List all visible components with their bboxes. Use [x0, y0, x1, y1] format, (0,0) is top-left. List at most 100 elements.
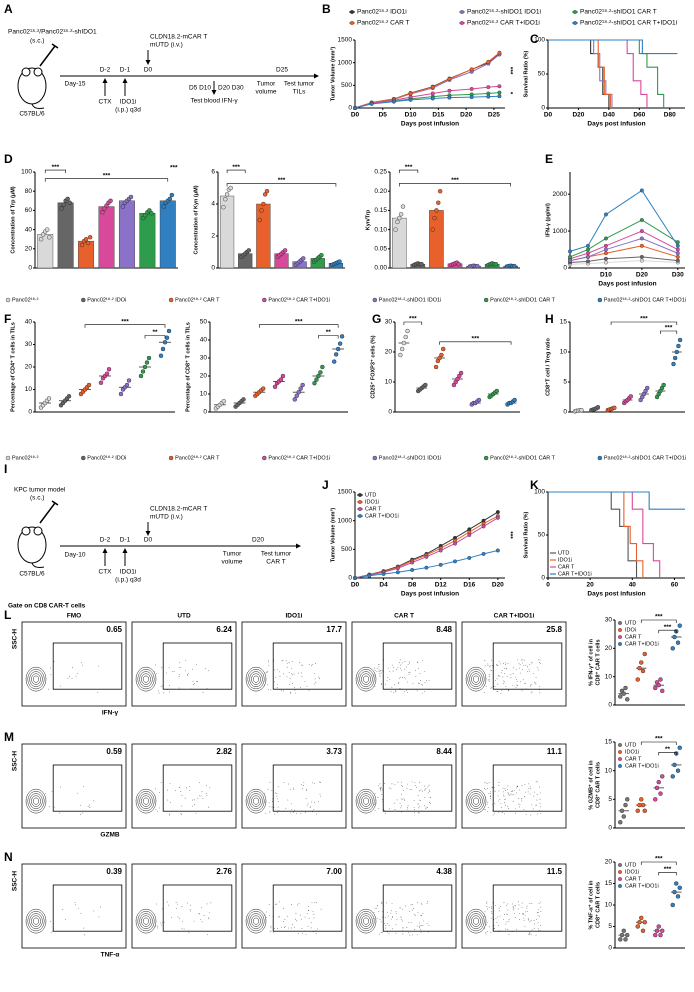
- event-dot: [402, 927, 404, 928]
- event-dot: [533, 791, 535, 793]
- event-dot: [380, 670, 381, 672]
- data-point: [320, 364, 325, 370]
- data-point: [221, 399, 227, 404]
- syringe: [39, 43, 59, 67]
- event-dot: [531, 691, 533, 693]
- significance: ***: [278, 177, 286, 184]
- legend-label: IDOi: [625, 627, 636, 633]
- data-point: [395, 570, 400, 575]
- event-dot: [379, 786, 381, 788]
- flow-plot: [21, 863, 127, 949]
- event-dot: [392, 670, 394, 672]
- event-dot: [205, 785, 207, 787]
- flow-plot: [351, 863, 457, 949]
- series-line: [569, 189, 679, 252]
- event-dot: [289, 812, 291, 814]
- event-dot: [505, 923, 507, 925]
- event-dot: [283, 908, 284, 909]
- treatment-text: CTX: [99, 99, 113, 106]
- event-dot: [263, 800, 265, 802]
- event-dot: [161, 924, 162, 926]
- event-dot: [513, 667, 515, 669]
- event-dot: [379, 674, 381, 676]
- event-dot: [501, 807, 503, 808]
- event-dot: [510, 793, 512, 795]
- y-tick-label: 30: [605, 617, 613, 624]
- y-tick-label: 0.25: [374, 169, 387, 176]
- data-point: [658, 791, 663, 796]
- y-tick-label: 100: [21, 169, 32, 176]
- event-dot: [530, 814, 532, 816]
- data-point: [568, 258, 572, 263]
- data-point: [403, 334, 408, 340]
- event-dot: [535, 781, 537, 783]
- event-dot: [508, 807, 510, 809]
- legend-label: CAR T: [558, 564, 575, 570]
- event-dot: [154, 671, 155, 673]
- event-dot: [518, 663, 520, 665]
- data-point: [430, 85, 435, 90]
- event-dot: [522, 669, 523, 671]
- legend-swatch: [618, 621, 622, 625]
- event-dot: [380, 901, 382, 903]
- data-point: [47, 235, 52, 240]
- event-dot: [284, 927, 285, 928]
- contour: [355, 908, 377, 934]
- data-point: [493, 261, 499, 267]
- event-dot: [403, 677, 405, 678]
- y-tick-label: 50: [200, 319, 208, 326]
- survival-curve: [548, 39, 648, 108]
- legend-label: UTD: [625, 742, 636, 748]
- legend-swatch: [618, 750, 622, 754]
- data-point: [335, 346, 341, 352]
- series-line: [569, 230, 679, 260]
- treatment-text: IDO1i: [120, 99, 137, 106]
- data-point: [298, 386, 303, 391]
- event-dot: [516, 786, 518, 788]
- contour: [135, 666, 157, 692]
- event-dot: [407, 681, 408, 683]
- event-dot: [392, 917, 393, 919]
- event-dot: [419, 800, 421, 802]
- data-point: [469, 95, 474, 100]
- event-dot: [523, 917, 525, 919]
- event-dot: [520, 681, 521, 683]
- data-point: [675, 894, 681, 899]
- panel-label: F: [4, 312, 11, 326]
- event-dot: [504, 667, 506, 669]
- bar: [256, 203, 271, 269]
- gate-percent: 7.00: [326, 867, 342, 876]
- event-dot: [494, 790, 496, 792]
- event-dot: [503, 796, 505, 797]
- event-dot: [201, 791, 203, 793]
- event-dot: [537, 781, 538, 783]
- data-point: [419, 261, 424, 267]
- significance-bracket: [660, 330, 678, 334]
- legend-swatch: [358, 493, 362, 497]
- event-dot: [490, 687, 492, 689]
- data-point: [618, 820, 623, 825]
- data-point: [612, 405, 617, 410]
- event-dot: [314, 678, 316, 680]
- event-dot: [422, 913, 424, 914]
- event-dot: [156, 903, 158, 905]
- data-point: [595, 405, 601, 410]
- event-dot: [425, 808, 427, 810]
- contour: [32, 675, 40, 683]
- schematic-i: KPC tumor model (s.c.) C57BL/6 Day-10 D-…: [14, 487, 301, 584]
- flow-y-label: SSC-H: [12, 751, 19, 772]
- day-label: Day-10: [65, 552, 86, 559]
- data-point: [675, 251, 680, 256]
- event-dot: [269, 914, 270, 916]
- event-dot: [167, 799, 169, 801]
- event-dot: [504, 804, 506, 806]
- data-point: [128, 194, 134, 200]
- flow-x-label: TNF-α: [101, 952, 120, 959]
- model-text: Panc02¹⁸·²/Panc02¹⁸·²-shIDO1: [8, 29, 97, 36]
- data-point: [642, 920, 647, 925]
- event-dot: [494, 803, 496, 804]
- legend-swatch: [350, 10, 354, 14]
- event-dot: [274, 927, 275, 929]
- significance-bracket: [439, 341, 512, 345]
- data-point: [512, 263, 517, 269]
